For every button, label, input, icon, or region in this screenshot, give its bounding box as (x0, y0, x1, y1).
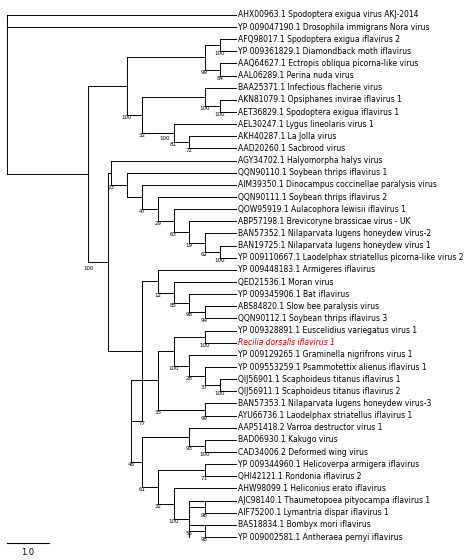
Text: 99: 99 (201, 69, 208, 74)
Text: YP 009002581.1 Antheraea pernyi iflavirus: YP 009002581.1 Antheraea pernyi iflaviru… (237, 533, 402, 542)
Text: QOW95919.1 Aulacophora lewisii iflavirus 1: QOW95919.1 Aulacophora lewisii iflavirus… (237, 205, 405, 214)
Text: 96: 96 (201, 513, 208, 518)
Text: YP 009328891.1 Euscelidius variegatus virus 1: YP 009328891.1 Euscelidius variegatus vi… (237, 326, 417, 335)
Text: 93: 93 (185, 446, 192, 451)
Text: QIJ56911.1 Scaphoideus titanus iflavirus 2: QIJ56911.1 Scaphoideus titanus iflavirus… (237, 387, 400, 396)
Text: AAP51418.2 Varroa destructor virus 1: AAP51418.2 Varroa destructor virus 1 (237, 423, 382, 432)
Text: AHX00963.1 Spodoptera exigua virus AKJ-2014: AHX00963.1 Spodoptera exigua virus AKJ-2… (237, 11, 418, 20)
Text: QED21536.1 Moran virus: QED21536.1 Moran virus (237, 278, 333, 287)
Text: AKH40287.1 La Jolla virus: AKH40287.1 La Jolla virus (237, 132, 336, 141)
Text: AEL30247.1 Lygus lineolaris virus 1: AEL30247.1 Lygus lineolaris virus 1 (237, 120, 373, 129)
Text: QQN90111.1 Soybean thrips iflavirus 2: QQN90111.1 Soybean thrips iflavirus 2 (237, 193, 387, 202)
Text: 12: 12 (155, 293, 162, 298)
Text: QIJ56901.1 Scaphoideus titanus iflavirus 1: QIJ56901.1 Scaphoideus titanus iflavirus… (237, 375, 400, 384)
Text: QQN90110.1 Soybean thrips iflavirus 1: QQN90110.1 Soybean thrips iflavirus 1 (237, 168, 387, 178)
Text: ABS84820.1 Slow bee paralysis virus: ABS84820.1 Slow bee paralysis virus (237, 302, 379, 311)
Text: 100: 100 (159, 136, 170, 141)
Text: 94: 94 (201, 319, 208, 324)
Text: 100: 100 (215, 52, 225, 57)
Text: 23: 23 (108, 185, 115, 190)
Text: AJC98140.1 Thaumetopoea pityocampa iflavirus 1: AJC98140.1 Thaumetopoea pityocampa iflav… (237, 496, 429, 505)
Text: YP 009129265.1 Graminella nigrifrons virus 1: YP 009129265.1 Graminella nigrifrons vir… (237, 351, 412, 360)
Text: 100: 100 (199, 343, 210, 348)
Text: YP 009345906.1 Bat iflavirus: YP 009345906.1 Bat iflavirus (237, 290, 349, 298)
Text: 1.0: 1.0 (21, 548, 35, 557)
Text: 47: 47 (139, 209, 146, 214)
Text: 100: 100 (215, 112, 225, 117)
Text: BAN57353.1 Nilaparvata lugens honeydew virus-3: BAN57353.1 Nilaparvata lugens honeydew v… (237, 399, 431, 408)
Text: 98: 98 (185, 312, 192, 318)
Text: AIF75200.1 Lymantria dispar iflavirus 1: AIF75200.1 Lymantria dispar iflavirus 1 (237, 508, 388, 517)
Text: ABP57198.1 Brevicoryne brassicae virus - UK: ABP57198.1 Brevicoryne brassicae virus -… (237, 217, 410, 226)
Text: YP 009553259.1 Psammotettix alienus iflavirus 1: YP 009553259.1 Psammotettix alienus ifla… (237, 362, 426, 371)
Text: 100: 100 (215, 391, 225, 396)
Text: BAN57352.1 Nilaparvata lugens honeydew virus-2: BAN57352.1 Nilaparvata lugens honeydew v… (237, 229, 431, 238)
Text: AIM39350.1 Dinocampus coccinellae paralysis virus: AIM39350.1 Dinocampus coccinellae paraly… (237, 180, 437, 189)
Text: 72: 72 (185, 148, 192, 153)
Text: 100: 100 (168, 366, 179, 371)
Text: YP 009448183.1 Armigeres iflavirus: YP 009448183.1 Armigeres iflavirus (237, 265, 374, 274)
Text: AYU66736.1 Laodelphax striatellus iflavirus 1: AYU66736.1 Laodelphax striatellus iflavi… (237, 411, 412, 420)
Text: YP 009047190.1 Drosophila immigrans Nora virus: YP 009047190.1 Drosophila immigrans Nora… (237, 22, 429, 31)
Text: 98: 98 (201, 537, 208, 542)
Text: YP 009361829.1 Diamondback moth iflavirus: YP 009361829.1 Diamondback moth iflaviru… (237, 47, 410, 56)
Text: BAN19725.1 Nilaparvata lugens honeydew virus 1: BAN19725.1 Nilaparvata lugens honeydew v… (237, 241, 430, 250)
Text: 35: 35 (155, 409, 162, 414)
Text: AAD20260.1 Sacbrood virus: AAD20260.1 Sacbrood virus (237, 144, 345, 153)
Text: 32: 32 (155, 503, 162, 508)
Text: BAS18834.1 Bombyx mori iflavirus: BAS18834.1 Bombyx mori iflavirus (237, 520, 370, 529)
Text: BAA25371.1 Infectious flacherie virus: BAA25371.1 Infectious flacherie virus (237, 83, 382, 92)
Text: AFQ98017.1 Spodoptera exigua iflavirus 2: AFQ98017.1 Spodoptera exigua iflavirus 2 (237, 35, 400, 44)
Text: 55: 55 (185, 531, 192, 536)
Text: AET36829.1 Spodoptera exigua iflavirus 1: AET36829.1 Spodoptera exigua iflavirus 1 (237, 108, 399, 116)
Text: AAL06289.1 Perina nuda virus: AAL06289.1 Perina nuda virus (237, 71, 353, 80)
Text: AGY34702.1 Halyomorpha halys virus: AGY34702.1 Halyomorpha halys virus (237, 156, 382, 165)
Text: 63: 63 (170, 232, 177, 237)
Text: 62: 62 (201, 251, 208, 256)
Text: 28: 28 (185, 376, 192, 381)
Text: YP 009344960.1 Helicoverpa armigera iflavirus: YP 009344960.1 Helicoverpa armigera ifla… (237, 460, 419, 469)
Text: 37: 37 (201, 385, 208, 390)
Text: CAD34006.2 Deformed wing virus: CAD34006.2 Deformed wing virus (237, 447, 367, 456)
Text: 32: 32 (139, 133, 146, 138)
Text: 77: 77 (139, 421, 146, 426)
Text: BAD06930.1 Kakugo virus: BAD06930.1 Kakugo virus (237, 435, 337, 445)
Text: 84: 84 (217, 76, 224, 81)
Text: 81: 81 (170, 142, 177, 147)
Text: 71: 71 (201, 477, 208, 482)
Text: QQN90112.1 Soybean thrips iflavirus 3: QQN90112.1 Soybean thrips iflavirus 3 (237, 314, 387, 323)
Text: 100: 100 (122, 115, 132, 120)
Text: AKN81079.1 Opsiphanes invirae iflavirus 1: AKN81079.1 Opsiphanes invirae iflavirus … (237, 95, 401, 104)
Text: 19: 19 (185, 242, 192, 248)
Text: 85: 85 (170, 304, 177, 309)
Text: 100: 100 (215, 258, 225, 263)
Text: YP 009110667.1 Laodelphax striatellus picorna-like virus 2: YP 009110667.1 Laodelphax striatellus pi… (237, 253, 463, 262)
Text: 48: 48 (128, 462, 134, 467)
Text: AAQ64627.1 Ectropis obliqua picorna-like virus: AAQ64627.1 Ectropis obliqua picorna-like… (237, 59, 418, 68)
Text: QHI42121.1 Rondonia iflavirus 2: QHI42121.1 Rondonia iflavirus 2 (237, 472, 361, 481)
Text: 100: 100 (199, 106, 210, 111)
Text: 100: 100 (83, 265, 93, 270)
Text: Recilia dorsalis iflavirus 1: Recilia dorsalis iflavirus 1 (237, 338, 335, 347)
Text: 29: 29 (155, 221, 162, 226)
Text: 100: 100 (168, 519, 179, 524)
Text: 100: 100 (199, 452, 210, 457)
Text: 99: 99 (201, 416, 208, 421)
Text: AHW98099.1 Heliconius erato iflavirus: AHW98099.1 Heliconius erato iflavirus (237, 484, 385, 493)
Text: 61: 61 (139, 487, 146, 492)
